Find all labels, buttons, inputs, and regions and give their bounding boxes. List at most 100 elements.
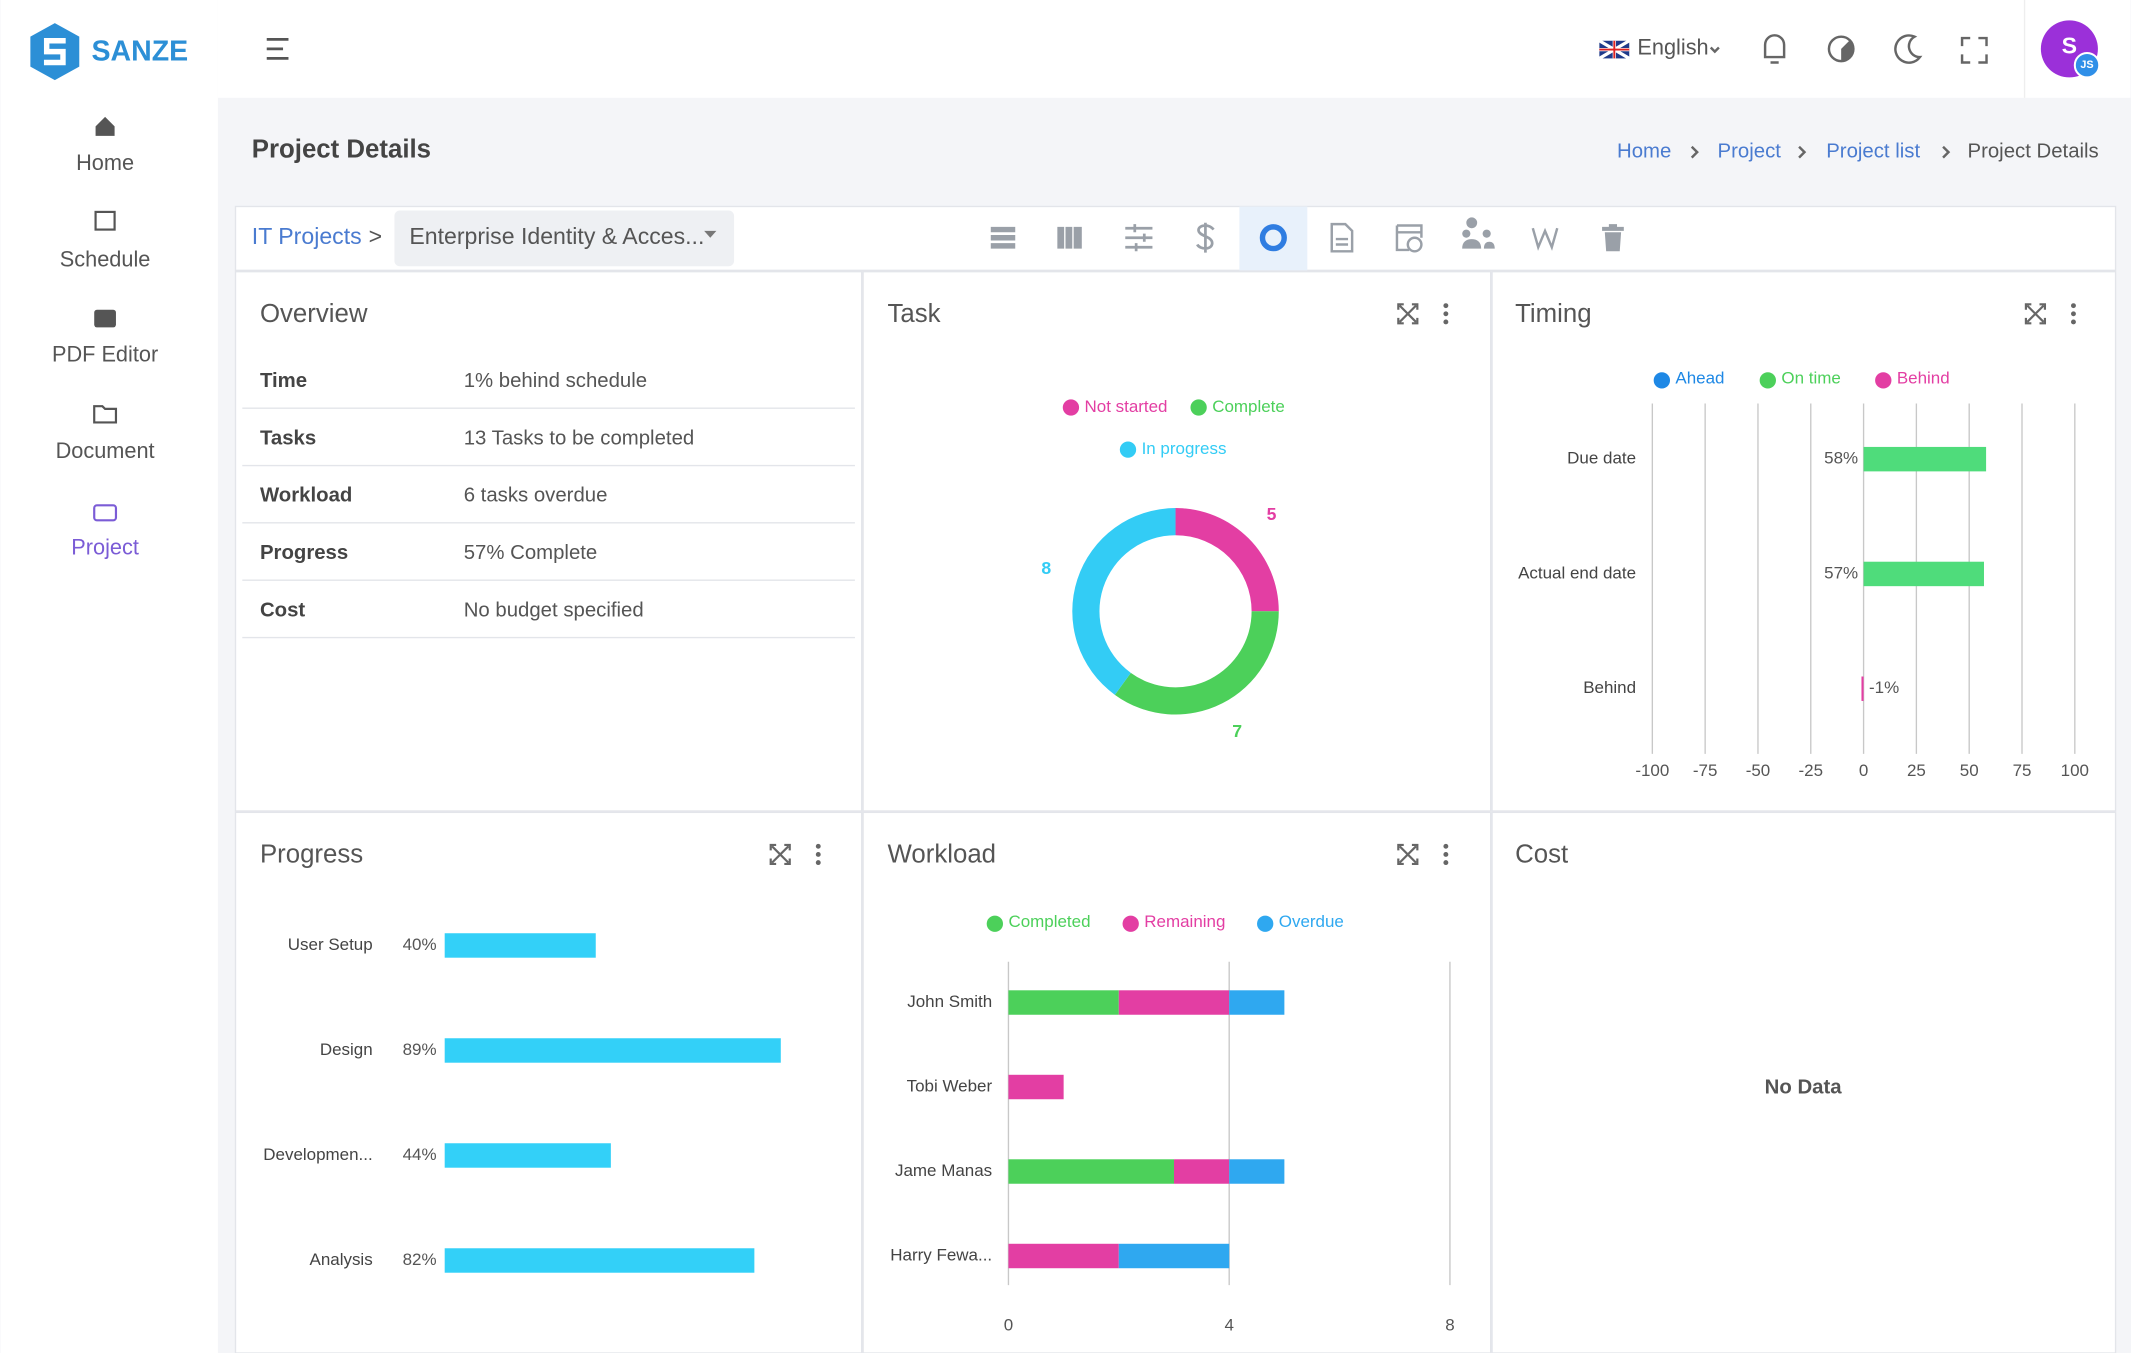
logo[interactable]: SANZE [30, 23, 189, 81]
legend-label[interactable]: On time [1781, 368, 1840, 387]
brand: SANZE [92, 36, 189, 68]
donut-segment [1072, 508, 1176, 695]
bar-segment [1174, 1159, 1230, 1184]
x-tick-label: -50 [1746, 761, 1771, 780]
bar [444, 1248, 755, 1273]
menu-item[interactable]: Home [76, 150, 134, 175]
legend-label[interactable]: Complete [1212, 397, 1285, 416]
menu-dot[interactable] [1443, 311, 1449, 317]
category-label: John Smith [907, 992, 992, 1011]
breadcrumb-link[interactable]: Project [1718, 141, 1782, 163]
category-label: Analysis [310, 1250, 373, 1269]
theme-half [1841, 40, 1853, 62]
x-tick-label: 100 [2061, 761, 2089, 780]
value-label: 44% [403, 1145, 437, 1164]
top-bar [217, 0, 2131, 98]
bar [444, 933, 596, 958]
menu-dot[interactable] [2071, 311, 2076, 317]
menu-dot[interactable] [1443, 852, 1449, 857]
category-label: Behind [1583, 678, 1636, 697]
menu-dot[interactable] [815, 852, 821, 857]
menu-dot[interactable] [2071, 319, 2076, 325]
user-avatar[interactable]: S JS [2040, 20, 2101, 79]
panel-title: Overview [260, 300, 368, 328]
dashboard-tab[interactable] [1259, 224, 1287, 252]
legend-dot [1653, 372, 1671, 389]
category-label: Tobi Weber [907, 1077, 993, 1096]
menu-dot[interactable] [1443, 860, 1449, 866]
overview-panel [234, 271, 863, 812]
bar-segment [1118, 1243, 1230, 1269]
panel-title: Task [888, 300, 941, 328]
legend-label[interactable]: Completed [1008, 912, 1090, 931]
x-tick-label: 25 [1907, 761, 1926, 780]
legend-label[interactable]: Overdue [1279, 912, 1344, 931]
category-label: Actual end date [1518, 563, 1636, 582]
value-label: 57% [1824, 563, 1858, 582]
legend-label[interactable]: Remaining [1144, 912, 1225, 931]
x-tick-label: 0 [1859, 761, 1868, 780]
project-select[interactable] [394, 210, 735, 267]
x-tick-label: -25 [1799, 761, 1824, 780]
expand-icon[interactable] [1397, 303, 1419, 325]
expand-icon[interactable] [769, 843, 791, 866]
report-tab[interactable] [1395, 224, 1423, 252]
avatar-badge-text: JS [2080, 59, 2093, 71]
x-tick-label: 75 [2013, 761, 2032, 780]
folder-icon [93, 405, 118, 424]
legend-label[interactable]: Ahead [1675, 368, 1724, 387]
language: English [1637, 35, 1708, 60]
bar-segment [1008, 1074, 1064, 1100]
row-value: 6 tasks overdue [464, 485, 608, 507]
schedule-icon [94, 210, 116, 231]
expand-icon[interactable] [1397, 843, 1419, 866]
legend-label[interactable]: Not started [1085, 397, 1168, 416]
active-tab [1239, 206, 1308, 271]
row-label: Cost [260, 599, 305, 621]
value-label: 82% [403, 1250, 437, 1269]
bar [444, 1143, 611, 1168]
gantt-tab[interactable] [1125, 224, 1153, 252]
timing-panel [1491, 271, 2117, 812]
fullscreen-icon[interactable] [1960, 36, 1988, 64]
menu-dot[interactable] [1443, 319, 1449, 325]
value-label: 40% [403, 935, 437, 954]
language-select[interactable]: English [1598, 35, 1720, 60]
menu-dot[interactable] [2071, 303, 2076, 309]
board-tab[interactable] [1057, 226, 1082, 249]
menu-dot[interactable] [815, 860, 821, 866]
list-tab[interactable] [990, 226, 1016, 249]
expand-icon[interactable] [2024, 303, 2047, 325]
document-tab[interactable] [1330, 222, 1354, 253]
separator: > [369, 223, 382, 249]
cost-tab[interactable] [1196, 222, 1215, 253]
project-icon [93, 504, 118, 522]
breadcrumb-link[interactable]: Home [1617, 141, 1671, 163]
menu-dot[interactable] [1443, 303, 1449, 309]
menu-item[interactable]: Document [56, 438, 155, 463]
bar-segment [1229, 990, 1285, 1015]
logo-glyph [43, 38, 66, 66]
menu-item-active[interactable]: Project [71, 535, 139, 560]
hamburger [266, 38, 289, 60]
team-tab[interactable] [1462, 217, 1495, 249]
category-label: Design [320, 1040, 373, 1059]
dark-mode-icon[interactable] [1894, 34, 1923, 64]
breadcrumb-link[interactable]: Project list [1826, 141, 1920, 163]
wiki-tab[interactable] [1531, 227, 1559, 251]
menu-item[interactable]: Schedule [60, 247, 151, 272]
bell-icon[interactable] [1763, 34, 1786, 64]
panel-title: Progress [260, 841, 363, 869]
menu-item[interactable]: PDF Editor [52, 342, 158, 367]
bar [1861, 676, 1864, 701]
legend-label[interactable]: Behind [1897, 368, 1950, 387]
project-group[interactable]: IT Projects [252, 223, 362, 249]
x-tick-label: 50 [1960, 761, 1979, 780]
menu-dot[interactable] [1443, 843, 1449, 849]
flag-red [1599, 40, 1630, 59]
menu-toggle[interactable] [266, 38, 289, 60]
x-tick-label: -75 [1693, 761, 1718, 780]
legend-label[interactable]: In progress [1142, 439, 1227, 458]
menu-dot[interactable] [815, 843, 821, 849]
